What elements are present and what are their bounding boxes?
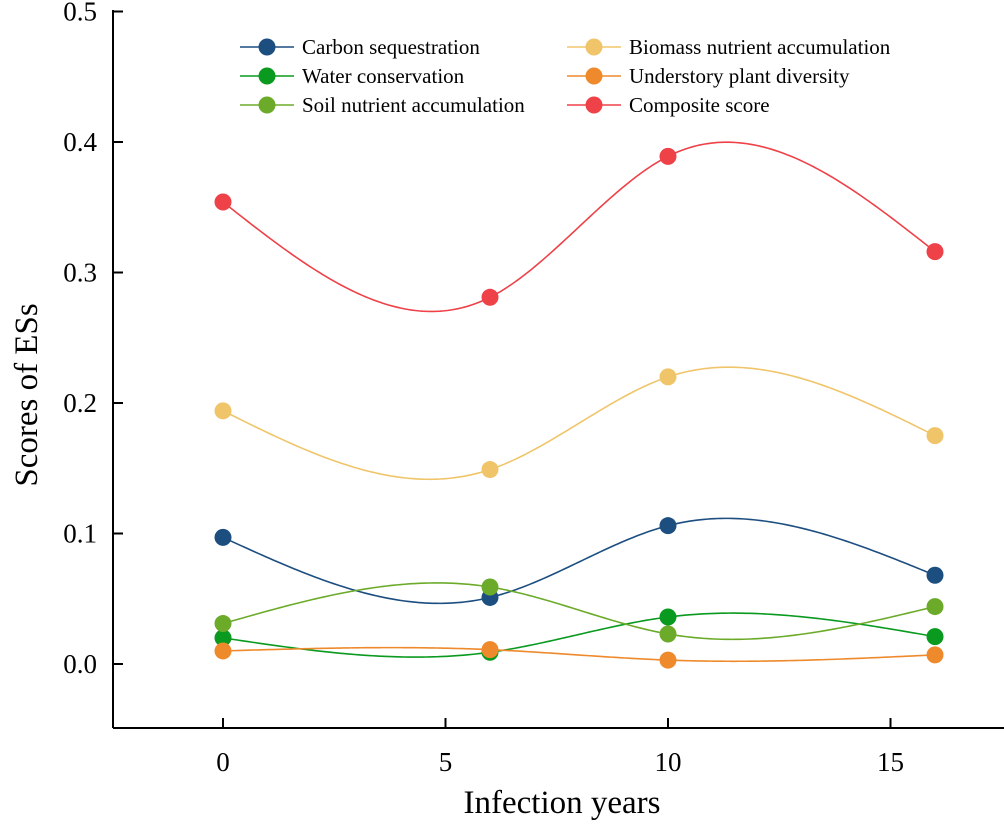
axes: 0.0 0.1 0.2 0.3 0.4 0.5 0 5 10 15 — [63, 0, 1004, 777]
data-point — [214, 402, 232, 420]
legend-label: Biomass nutrient accumulation — [629, 35, 891, 59]
legend-item: Water conservation — [240, 64, 465, 88]
legend-marker — [258, 96, 276, 114]
data-point — [926, 598, 944, 616]
data-point — [659, 651, 677, 669]
legend-marker — [258, 67, 276, 85]
data-point — [659, 147, 677, 165]
x-tick-label: 0 — [216, 747, 230, 777]
y-tick-label: 0.2 — [63, 388, 97, 418]
data-point — [214, 528, 232, 546]
series-line — [222, 646, 936, 663]
data-point — [481, 288, 499, 306]
y-axis-title: Scores of ESs — [9, 303, 45, 486]
legend-label: Composite score — [629, 93, 770, 117]
data-point — [926, 646, 944, 664]
legend: Carbon sequestration Water conservation So… — [240, 35, 891, 117]
data-point — [659, 625, 677, 643]
x-axis-title: Infection years — [464, 785, 661, 821]
y-tick-label: 0.5 — [63, 0, 97, 27]
y-tick-label: 0.0 — [63, 649, 97, 679]
data-point — [659, 517, 677, 535]
x-tick-label: 5 — [439, 747, 453, 777]
legend-marker — [258, 38, 276, 56]
y-tick-label: 0.1 — [63, 519, 97, 549]
legend-label: Soil nutrient accumulation — [302, 93, 525, 117]
x-tick-label: 10 — [655, 747, 682, 777]
data-point — [659, 368, 677, 386]
legend-item: Carbon sequestration — [240, 35, 480, 59]
y-tick-label: 0.3 — [63, 258, 97, 288]
data-point — [926, 243, 944, 261]
data-point — [926, 628, 944, 646]
data-point — [481, 641, 499, 659]
legend-item: Biomass nutrient accumulation — [567, 35, 891, 59]
legend-marker — [585, 67, 603, 85]
series-line — [222, 582, 936, 641]
legend-item: Understory plant diversity — [567, 64, 850, 88]
data-point — [926, 427, 944, 445]
legend-label: Carbon sequestration — [302, 35, 480, 59]
legend-item: Soil nutrient accumulation — [240, 93, 525, 117]
data-point — [214, 193, 232, 211]
series-points — [214, 147, 944, 669]
x-tick-label: 15 — [877, 747, 904, 777]
data-point — [214, 629, 232, 647]
data-point — [214, 615, 232, 633]
series-line — [222, 517, 936, 605]
y-tick-label: 0.4 — [63, 127, 97, 157]
legend-label: Water conservation — [302, 64, 465, 88]
data-point — [926, 566, 944, 584]
data-point — [659, 608, 677, 626]
series-lines — [222, 141, 936, 663]
series-line — [222, 141, 936, 313]
data-point — [481, 578, 499, 596]
series-line — [222, 366, 936, 481]
series-line — [222, 612, 936, 658]
legend-marker — [585, 96, 603, 114]
legend-item: Composite score — [567, 93, 770, 117]
legend-label: Understory plant diversity — [629, 64, 850, 88]
data-point — [481, 461, 499, 479]
legend-marker — [585, 38, 603, 56]
data-point — [214, 642, 232, 660]
